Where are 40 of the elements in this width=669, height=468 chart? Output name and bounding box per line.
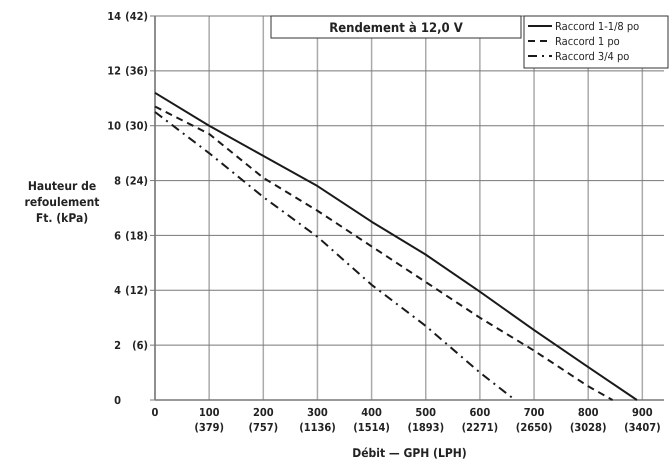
x-tick-label: 0 bbox=[152, 406, 159, 419]
x-tick-label: 100 bbox=[198, 406, 220, 419]
y-tick-label: 6 bbox=[114, 229, 122, 242]
y-tick-label: 2 bbox=[114, 338, 122, 352]
y-tick-label: 0 bbox=[114, 394, 122, 407]
x-tick-label: 200 bbox=[252, 406, 274, 419]
x-tick-label: 800 bbox=[578, 406, 599, 419]
y2-tick-label: (12) bbox=[125, 284, 148, 298]
x-axis-title: Débit — GPH (LPH) bbox=[352, 446, 467, 460]
y-tick-label: 4 bbox=[114, 284, 122, 298]
legend-label: Raccord 1 po bbox=[555, 34, 620, 48]
chart-title: Rendement à 12,0 V bbox=[329, 21, 463, 36]
y2-tick-label: (6) bbox=[132, 338, 148, 352]
x2-tick-label: (1136) bbox=[299, 421, 336, 434]
x-tick-label: 700 bbox=[524, 406, 544, 419]
legend-label: Raccord 3/4 po bbox=[555, 50, 630, 63]
y-tick-label: 14 bbox=[107, 10, 122, 23]
x-tick-label: 600 bbox=[470, 406, 490, 419]
y2-tick-label: (24) bbox=[125, 174, 148, 188]
y2-tick-label: (18) bbox=[125, 229, 148, 242]
x2-tick-label: (1893) bbox=[408, 421, 444, 434]
x2-tick-label: (3407) bbox=[624, 421, 661, 434]
y-tick-label: 10 bbox=[107, 120, 122, 133]
y-tick-label: 8 bbox=[114, 174, 122, 188]
y-tick-label: 12 bbox=[107, 64, 122, 78]
x-tick-label: 500 bbox=[415, 406, 436, 419]
x-tick-label: 300 bbox=[307, 406, 328, 419]
x2-tick-label: (3028) bbox=[570, 421, 606, 434]
x2-tick-label: (379) bbox=[194, 421, 224, 434]
x2-tick-label: (757) bbox=[248, 421, 278, 434]
x-tick-label: 900 bbox=[632, 406, 653, 419]
x2-tick-label: (2650) bbox=[516, 421, 552, 434]
x2-tick-label: (2271) bbox=[462, 421, 498, 434]
legend-label: Raccord 1-1/8 po bbox=[555, 20, 640, 33]
y2-tick-label: (42) bbox=[125, 10, 148, 23]
x-tick-label: 400 bbox=[361, 406, 382, 419]
x2-tick-label: (1514) bbox=[353, 421, 390, 434]
y-axis-title: Hauteur de refoulement Ft. (kPa) bbox=[24, 179, 100, 225]
y2-tick-label: (30) bbox=[125, 120, 148, 133]
y2-tick-label: (36) bbox=[125, 64, 148, 78]
